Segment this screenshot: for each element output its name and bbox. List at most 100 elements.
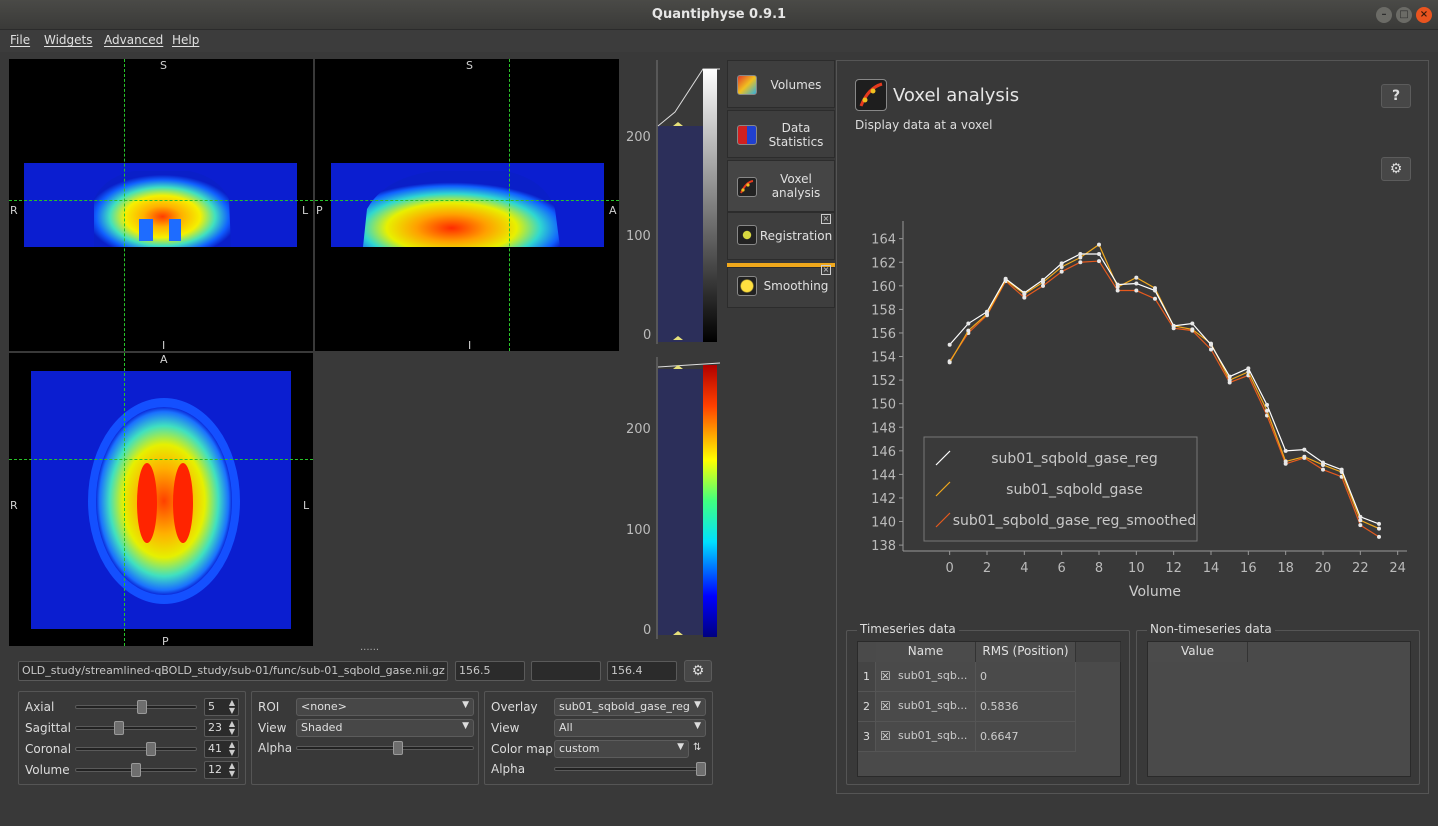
chevron-down-icon: ▼ xyxy=(677,742,684,752)
axial-value: 5 xyxy=(208,700,215,713)
voxel-analysis-panel: Voxel analysis Display data at a voxel ?… xyxy=(836,60,1429,794)
row-checkbox[interactable]: ☒ xyxy=(880,669,891,683)
close-icon[interactable]: × xyxy=(821,214,831,224)
overlay-alpha-slider[interactable] xyxy=(554,767,706,771)
data-point xyxy=(1283,448,1288,453)
volume-slider-handle[interactable] xyxy=(131,763,141,777)
smoothing-icon xyxy=(737,276,757,296)
data-point xyxy=(1265,408,1269,413)
view-options-button[interactable]: ⚙ xyxy=(684,660,712,682)
coronal-slider[interactable] xyxy=(75,747,197,751)
hist-upper-tick-200: 200 xyxy=(626,130,651,145)
help-button[interactable]: ? xyxy=(1381,84,1411,108)
roi-alpha-slider[interactable] xyxy=(296,746,474,750)
histogram-upper[interactable]: 200 100 0 xyxy=(615,60,725,346)
coronal-spinbox[interactable]: 41 ▲ ▼ xyxy=(204,740,239,758)
tab-registration[interactable]: Registration × xyxy=(727,212,835,260)
table-row-name[interactable] xyxy=(876,722,976,752)
coronal-slice-image xyxy=(24,163,297,247)
roi-view-select[interactable]: Shaded ▼ xyxy=(296,719,474,737)
axial-slider[interactable] xyxy=(75,705,197,709)
close-button[interactable]: × xyxy=(1416,7,1432,23)
x-tick-label: 8 xyxy=(1095,561,1103,576)
overlay-alpha-handle[interactable] xyxy=(696,762,706,776)
non-timeseries-table[interactable]: Value xyxy=(1147,641,1411,777)
coronal-slider-handle[interactable] xyxy=(145,742,156,756)
timeseries-table[interactable]: Name RMS (Position) 1 ☒ sub01_sqb... 0 2 ☒ sub… xyxy=(857,641,1121,777)
legend-swatch xyxy=(935,450,951,466)
row-checkbox[interactable]: ☒ xyxy=(880,699,891,713)
overlay-value-field[interactable]: 156.4 xyxy=(607,661,677,681)
histogram-lower[interactable]: 200 100 0 xyxy=(615,357,725,642)
x-tick-label: 20 xyxy=(1315,561,1332,576)
data-point xyxy=(1041,283,1045,288)
data-point xyxy=(1078,260,1083,265)
data-file-path[interactable]: OLD_study/streamlined-qBOLD_study/sub-01… xyxy=(18,661,448,681)
series-line xyxy=(949,260,1380,538)
menu-bar: File Widgets Advanced Help xyxy=(0,30,1438,52)
levels-icon[interactable]: ⇅ xyxy=(693,742,702,753)
col-header-name[interactable]: Name xyxy=(876,642,976,662)
navigation-group: Axial Sagittal Coronal Volume 5 ▲ ▼ 23 ▲ ▼ 4… xyxy=(18,691,246,785)
maximize-button[interactable]: □ xyxy=(1396,7,1412,23)
colormap-select[interactable]: custom ▼ xyxy=(554,740,689,758)
sagittal-spinbox[interactable]: 23 ▲ ▼ xyxy=(204,719,239,737)
sagittal-view[interactable]: S I P A xyxy=(315,59,619,351)
row-rms[interactable]: 0.6647 xyxy=(976,722,1076,752)
voxel-value-field[interactable]: 156.5 xyxy=(455,661,525,681)
x-tick-label: 18 xyxy=(1277,561,1294,576)
y-tick-label: 140 xyxy=(871,516,896,531)
plot-options-button[interactable]: ⚙ xyxy=(1381,157,1411,181)
col-header-value[interactable]: Value xyxy=(1148,642,1248,662)
y-tick-label: 138 xyxy=(871,539,896,554)
legend-label: sub01_sqbold_gase xyxy=(1006,482,1143,498)
roi-select[interactable]: <none> ▼ xyxy=(296,698,474,716)
menu-file[interactable]: File xyxy=(10,33,31,47)
tab-voxel-analysis[interactable]: Voxel analysis xyxy=(727,160,835,212)
menu-help[interactable]: Help xyxy=(172,33,200,47)
table-row-name[interactable] xyxy=(876,692,976,722)
volume-spinbox[interactable]: 12 ▲ ▼ xyxy=(204,761,239,779)
menu-widgets[interactable]: Widgets xyxy=(44,33,93,47)
overlay-view-select[interactable]: All ▼ xyxy=(554,719,706,737)
tab-volumes-label: Volumes xyxy=(770,78,822,92)
data-point xyxy=(1022,290,1027,295)
y-tick-label: 162 xyxy=(871,256,896,271)
data-point xyxy=(1134,288,1139,293)
y-tick-label: 156 xyxy=(871,327,896,342)
row-rms[interactable]: 0.5836 xyxy=(976,692,1076,722)
voxel-analysis-icon xyxy=(737,177,757,197)
row-checkbox[interactable]: ☒ xyxy=(880,729,891,743)
tab-data-statistics[interactable]: Data Statistics xyxy=(727,110,835,158)
axial-spinbox[interactable]: 5 ▲ ▼ xyxy=(204,698,239,716)
axial-slice-image xyxy=(31,371,291,629)
data-point xyxy=(1134,281,1139,286)
y-tick-label: 142 xyxy=(871,492,896,507)
voxel-analysis-icon xyxy=(855,79,887,111)
axial-view[interactable]: A P R L xyxy=(9,353,313,646)
tab-volumes[interactable]: Volumes xyxy=(727,60,835,108)
roi-value-field[interactable] xyxy=(531,661,601,681)
close-icon[interactable]: × xyxy=(821,265,831,275)
x-tick-label: 0 xyxy=(946,561,954,576)
tab-smoothing[interactable]: Smoothing × xyxy=(727,265,835,308)
splitter-handle[interactable]: ...... xyxy=(360,642,380,653)
sagittal-slider-handle[interactable] xyxy=(114,721,125,735)
col-header-rms[interactable]: RMS (Position) xyxy=(976,642,1076,662)
y-tick-label: 146 xyxy=(871,445,896,460)
timeseries-chart[interactable]: 1381401421441461481501521541561581601621… xyxy=(837,211,1430,611)
data-point xyxy=(947,360,952,365)
data-point xyxy=(1171,323,1176,328)
x-tick-label: 22 xyxy=(1352,561,1369,576)
timeseries-group-title: Timeseries data xyxy=(857,622,959,636)
axial-slider-handle[interactable] xyxy=(136,700,147,714)
table-row-name[interactable] xyxy=(876,662,976,692)
minimize-button[interactable]: – xyxy=(1376,7,1392,23)
coronal-view[interactable]: S I R L xyxy=(9,59,313,351)
sagittal-slider[interactable] xyxy=(75,726,197,730)
menu-advanced[interactable]: Advanced xyxy=(104,33,164,47)
roi-alpha-handle[interactable] xyxy=(393,741,404,755)
overlay-select[interactable]: sub01_sqbold_gase_reg ▼ xyxy=(554,698,706,716)
sagittal-label-right: A xyxy=(609,204,617,217)
row-rms[interactable]: 0 xyxy=(976,662,1076,692)
